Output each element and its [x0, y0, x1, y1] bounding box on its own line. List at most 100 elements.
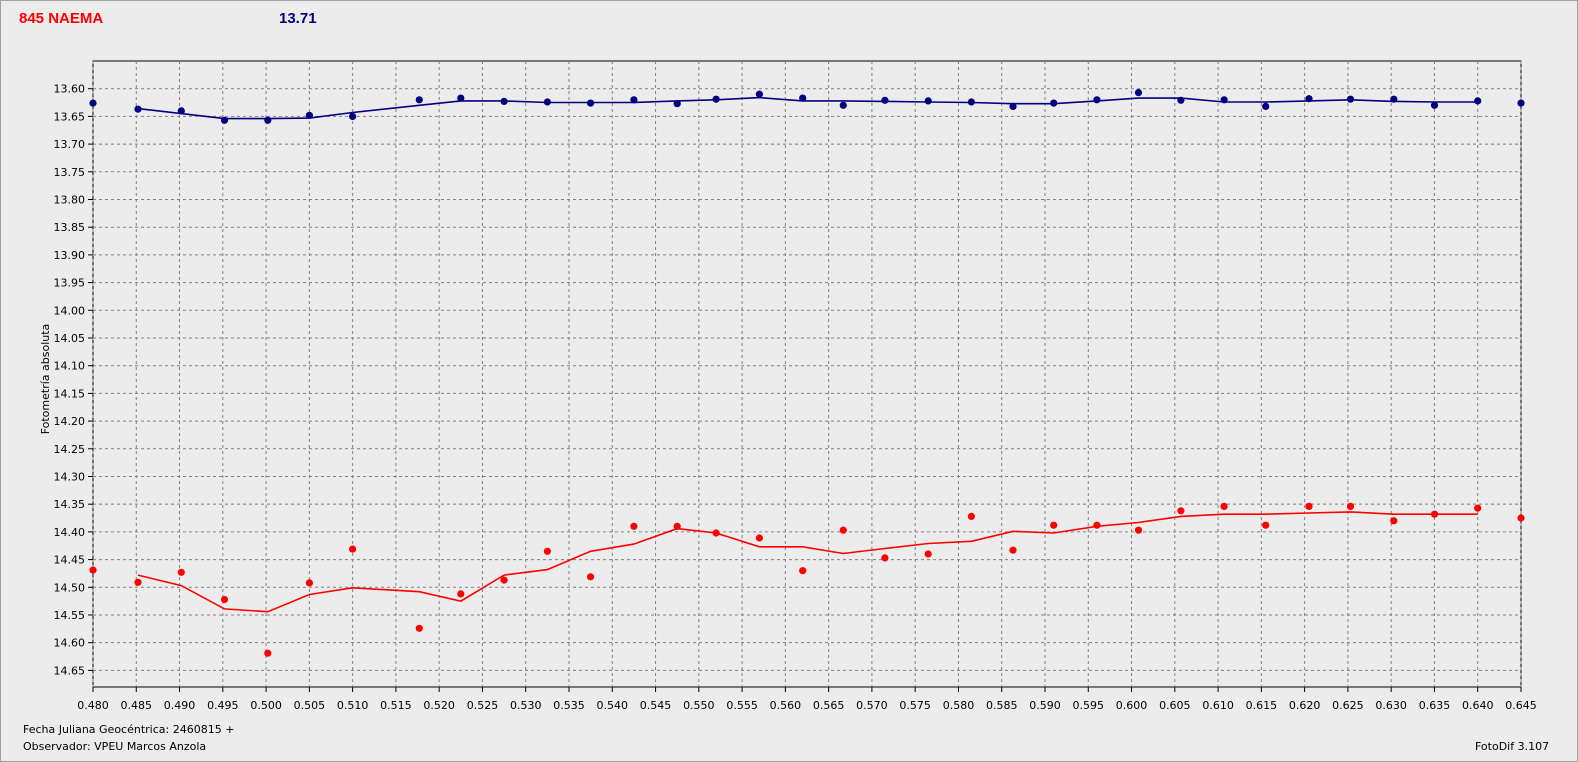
series-line	[137, 511, 1478, 613]
data-point	[924, 97, 932, 105]
data-point	[712, 529, 720, 537]
y-tick-label: 14.60	[54, 637, 86, 650]
data-point	[134, 578, 142, 586]
data-point	[712, 95, 720, 103]
x-tick-label: 0.495	[207, 699, 239, 712]
data-point	[500, 576, 508, 584]
x-tick-label: 0.595	[1073, 699, 1105, 712]
y-tick-label: 14.50	[54, 581, 86, 594]
data-point	[1050, 99, 1058, 107]
data-point	[1009, 102, 1017, 110]
data-point	[587, 99, 595, 107]
y-tick-label: 14.35	[54, 498, 86, 511]
data-point	[1305, 502, 1313, 510]
data-point	[305, 111, 313, 119]
x-tick-label: 0.620	[1289, 699, 1321, 712]
data-point	[630, 96, 638, 104]
x-tick-label: 0.575	[899, 699, 931, 712]
data-point	[1390, 95, 1398, 103]
y-tick-label: 14.55	[54, 609, 86, 622]
y-tick-label: 13.80	[54, 193, 86, 206]
data-point	[415, 624, 423, 632]
data-point	[457, 590, 465, 598]
x-tick-label: 0.585	[986, 699, 1018, 712]
data-point	[630, 522, 638, 530]
series-0	[89, 89, 1525, 124]
data-point	[1134, 89, 1143, 97]
x-tick-label: 0.510	[337, 699, 369, 712]
x-tick-label: 0.630	[1375, 699, 1407, 712]
plot-area	[92, 60, 1522, 688]
x-tick-label: 0.640	[1462, 699, 1494, 712]
x-tick-label: 0.645	[1505, 699, 1537, 712]
data-point	[305, 579, 313, 587]
y-tick-label: 14.30	[54, 470, 86, 483]
x-tick-label: 0.500	[250, 699, 282, 712]
x-tick-label: 0.520	[423, 699, 455, 712]
data-point	[543, 98, 552, 106]
data-point	[349, 545, 357, 553]
data-point	[587, 573, 595, 581]
x-tick-label: 0.590	[1029, 699, 1061, 712]
y-axis-label: Fotometría absoluta	[39, 324, 52, 435]
data-point	[839, 101, 847, 109]
data-point	[1093, 521, 1101, 529]
x-tick-label: 0.615	[1246, 699, 1278, 712]
data-point	[457, 94, 465, 102]
y-tick-label: 13.85	[54, 221, 86, 234]
data-point	[1305, 95, 1313, 103]
x-tick-label: 0.625	[1332, 699, 1364, 712]
data-point	[1390, 517, 1398, 525]
x-tick-label: 0.530	[510, 699, 542, 712]
x-tick-label: 0.555	[726, 699, 758, 712]
data-point	[89, 99, 97, 107]
data-point	[1050, 521, 1058, 529]
data-point	[89, 566, 97, 574]
data-point	[1009, 546, 1017, 554]
y-tick-label: 13.90	[54, 249, 86, 262]
data-point	[177, 568, 185, 576]
x-tick-label: 0.535	[553, 699, 585, 712]
data-point	[967, 98, 976, 106]
x-axis: 0.480 0.485 0.490 0.495 0.500 0.505 0.510 0.515…	[77, 687, 1537, 712]
version-label: FotoDif 3.107	[1475, 740, 1550, 753]
data-point	[881, 554, 889, 562]
comparison-magnitude: 13.71	[279, 10, 317, 27]
y-tick-label: 14.40	[54, 526, 86, 539]
x-tick-label: 0.635	[1419, 699, 1451, 712]
y-tick-label: 13.75	[54, 166, 86, 179]
x-tick-label: 0.550	[683, 699, 715, 712]
x-tick-label: 0.515	[380, 699, 412, 712]
x-tick-label: 0.485	[121, 699, 153, 712]
x-tick-label: 0.490	[164, 699, 196, 712]
data-point	[220, 116, 229, 124]
data-point	[673, 100, 681, 108]
x-tick-label: 0.560	[770, 699, 802, 712]
series	[89, 89, 1525, 657]
data-point	[673, 522, 681, 530]
x-tick-label: 0.605	[1159, 699, 1191, 712]
grid	[92, 61, 1522, 687]
x-tick-label: 0.570	[856, 699, 888, 712]
observer-label: Observador: VPEU Marcos Anzola	[23, 740, 207, 753]
y-tick-label: 14.25	[54, 443, 86, 456]
x-tick-label: 0.480	[77, 699, 109, 712]
object-name: 845 NAEMA	[19, 10, 104, 27]
y-tick-label: 13.95	[54, 277, 86, 290]
data-point	[755, 90, 764, 98]
data-point	[1346, 502, 1355, 510]
y-tick-label: 14.45	[54, 554, 86, 567]
y-tick-label: 14.20	[54, 415, 86, 428]
data-point	[1134, 526, 1143, 534]
data-point	[1220, 502, 1228, 510]
x-tick-label: 0.600	[1116, 699, 1148, 712]
x-tick-label: 0.545	[640, 699, 672, 712]
julian-date-label: Fecha Juliana Geocéntrica: 2460815 +	[23, 723, 235, 736]
x-tick-label: 0.565	[813, 699, 845, 712]
data-point	[799, 567, 807, 575]
y-tick-label: 13.65	[54, 110, 86, 123]
data-point	[839, 526, 847, 534]
data-point	[967, 512, 976, 520]
data-point	[415, 96, 423, 104]
x-tick-label: 0.610	[1202, 699, 1234, 712]
